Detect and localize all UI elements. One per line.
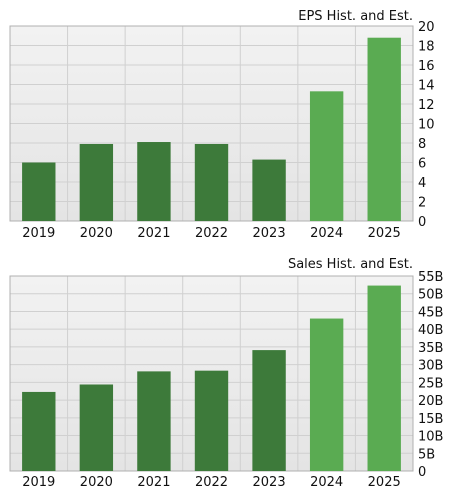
eps-bar-2020 bbox=[79, 143, 114, 221]
eps-xtick-label: 2022 bbox=[195, 226, 228, 241]
sales-xtick-label: 2019 bbox=[22, 475, 55, 490]
sales-xtick-label: 2020 bbox=[80, 475, 113, 490]
sales-bar-2019 bbox=[22, 391, 56, 471]
sales-chart-title: Sales Hist. and Est. bbox=[288, 257, 413, 272]
eps-bar-2021 bbox=[137, 142, 171, 221]
eps-xtick-label: 2020 bbox=[80, 226, 113, 241]
eps-bar-2019 bbox=[22, 162, 56, 221]
sales-xtick-label: 2025 bbox=[368, 475, 401, 490]
sales-xtick-label: 2021 bbox=[137, 475, 170, 490]
eps-ytick-label: 18 bbox=[418, 40, 435, 55]
sales-ytick-label: 30B bbox=[418, 359, 443, 374]
eps-ytick-label: 20 bbox=[418, 20, 435, 35]
eps-bar-2023 bbox=[252, 159, 286, 221]
sales-ytick-label: 40B bbox=[418, 323, 443, 338]
sales-chart: 0 5B 10B 15B 20B 25B 30B 35B 40B 45B 50B 55B 2019 202… bbox=[9, 257, 443, 490]
eps-ytick-label: 0 bbox=[418, 215, 426, 230]
sales-bar-2024 bbox=[309, 318, 344, 471]
eps-xtick-label: 2019 bbox=[22, 226, 55, 241]
sales-bar-2021 bbox=[137, 371, 171, 471]
eps-chart: 0 2 4 6 8 10 12 14 16 18 20 2019 2020 2021 2022 2023 202… bbox=[9, 9, 435, 241]
sales-ytick-label: 10B bbox=[418, 430, 443, 445]
sales-ytick-label: 50B bbox=[418, 288, 443, 303]
eps-xtick-label: 2021 bbox=[137, 226, 170, 241]
sales-ytick-label: 25B bbox=[418, 376, 443, 391]
sales-ytick-label: 20B bbox=[418, 394, 443, 409]
eps-chart-title: EPS Hist. and Est. bbox=[298, 9, 413, 24]
eps-ytick-label: 6 bbox=[418, 157, 426, 172]
sales-xtick-label: 2022 bbox=[195, 475, 228, 490]
sales-bar-2020 bbox=[79, 384, 114, 471]
eps-xtick-label: 2023 bbox=[253, 226, 286, 241]
sales-ytick-label: 15B bbox=[418, 412, 443, 427]
sales-ytick-label: 45B bbox=[418, 305, 443, 320]
eps-bar-2025 bbox=[367, 37, 401, 222]
sales-bar-2022 bbox=[194, 370, 229, 471]
sales-bar-2025 bbox=[367, 285, 401, 471]
eps-xtick-label: 2025 bbox=[368, 226, 401, 241]
sales-xtick-label: 2024 bbox=[310, 475, 343, 490]
sales-bar-2023 bbox=[252, 350, 286, 471]
eps-ytick-label: 16 bbox=[418, 59, 435, 74]
eps-bar-2022 bbox=[194, 143, 229, 221]
eps-ytick-label: 10 bbox=[418, 118, 435, 133]
eps-ytick-label: 8 bbox=[418, 137, 426, 152]
sales-ytick-label: 5B bbox=[418, 447, 435, 462]
eps-ytick-label: 12 bbox=[418, 98, 435, 113]
sales-ytick-label: 55B bbox=[418, 270, 443, 285]
eps-ytick-label: 4 bbox=[418, 176, 426, 191]
sales-xtick-label: 2023 bbox=[253, 475, 286, 490]
eps-xtick-label: 2024 bbox=[310, 226, 343, 241]
sales-ytick-label: 35B bbox=[418, 341, 443, 356]
sales-ytick-label: 0 bbox=[418, 465, 426, 480]
eps-ytick-label: 2 bbox=[418, 196, 426, 211]
eps-bar-2024 bbox=[309, 91, 344, 221]
eps-ytick-label: 14 bbox=[418, 79, 435, 94]
